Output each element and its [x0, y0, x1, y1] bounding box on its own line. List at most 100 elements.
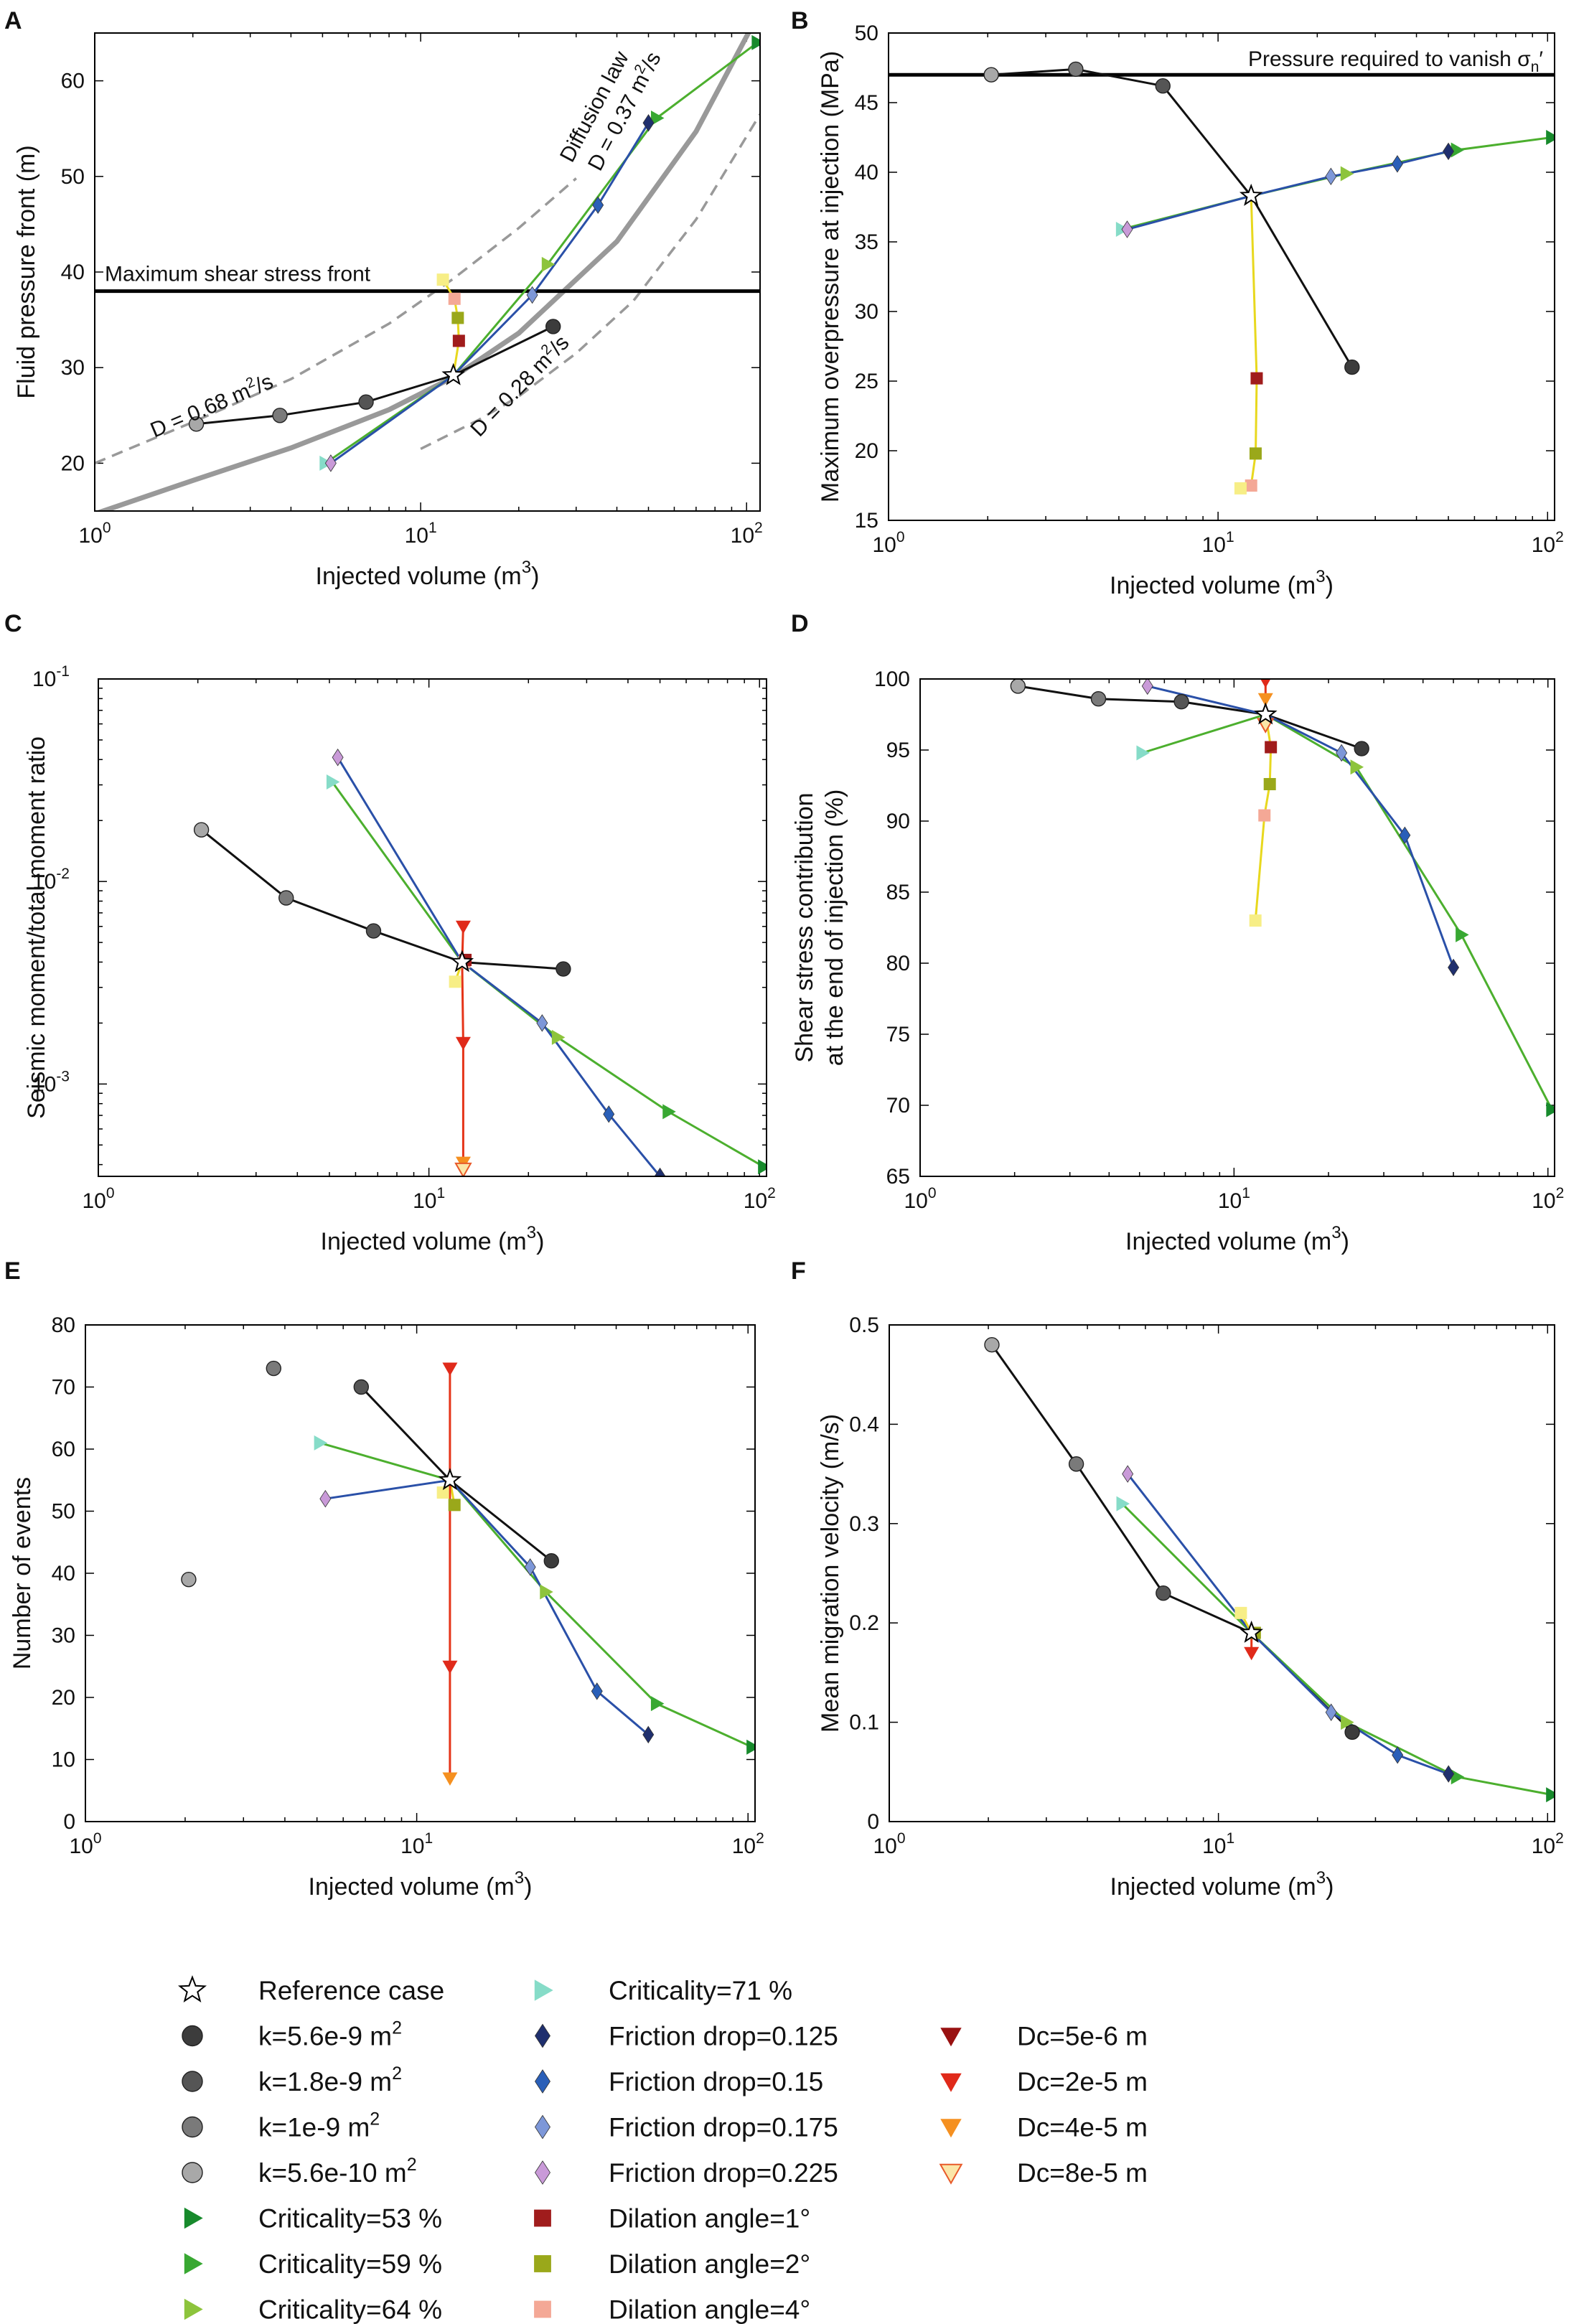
x-tick-exp: 0	[928, 1185, 937, 1201]
y-axis-label-line2: at the end of injection (%)	[821, 789, 848, 1067]
x-axis-label-text: Injected volume (m	[309, 1873, 515, 1901]
legend-label-text: Criticality=64 %	[258, 2295, 442, 2324]
y-tick-label: 0.2	[849, 1611, 879, 1635]
f0225-diamond-marker	[324, 454, 337, 472]
k3-circle-marker	[266, 1360, 281, 1377]
k2-circle-marker	[358, 394, 374, 410]
d8-square-marker	[1249, 914, 1262, 927]
vanish-pressure-text: Pressure required to vanish σ	[1248, 47, 1531, 71]
f0225-diamond-marker	[319, 1489, 332, 1508]
panel-letter: E	[4, 1257, 21, 1285]
legend-label-sup: 2	[392, 2063, 402, 2084]
legend-label-text: Friction drop=0.125	[609, 2022, 838, 2051]
axes-box	[919, 678, 1555, 1177]
legend-label-text: k=1e-9 m	[258, 2113, 370, 2142]
x-tick-label: 101	[1202, 529, 1234, 557]
legend-label-text: Friction drop=0.225	[609, 2158, 838, 2188]
legend-label-text: k=1.8e-9 m	[258, 2067, 392, 2096]
y-axis-label: Shear stress contribution	[791, 792, 818, 1062]
f0225-diamond-marker	[535, 2160, 550, 2185]
d2-square-marker	[1263, 778, 1276, 791]
x-tick-base: 10	[1202, 533, 1226, 557]
y-tick-label: 35	[855, 230, 878, 254]
legend-label: Reference case	[258, 1976, 444, 2005]
f015-diamond-marker	[535, 2069, 550, 2094]
legend-item-dc8: Dc=8e-5 m	[939, 2158, 1148, 2188]
c64-triright-marker	[541, 256, 556, 272]
panel-letter: F	[791, 1257, 806, 1285]
d2-square-marker	[534, 2255, 551, 2272]
d4-square-marker	[1258, 809, 1271, 822]
c59-triright-marker	[650, 1696, 665, 1712]
k4-circle-marker	[188, 416, 205, 432]
k3-circle-marker	[1068, 1456, 1084, 1472]
f0175-diamond-marker	[524, 1558, 536, 1576]
legend-item-c71: Criticality=71 %	[534, 1976, 792, 2005]
legend-label-sup: 2	[407, 2155, 417, 2175]
d1-square-marker	[1250, 372, 1263, 385]
legend-label: Dc=2e-5 m	[1017, 2067, 1148, 2096]
x-axis-label-text: Injected volume (m	[316, 563, 522, 590]
dc4-tridown-marker	[1257, 693, 1273, 707]
k1-circle-marker	[1344, 359, 1360, 375]
plot-area	[95, 33, 760, 511]
y-tick-label: 80	[52, 1313, 75, 1337]
legend-item-d1: Dilation angle=1°	[534, 2204, 810, 2234]
legend-item-d4: Dilation angle=4°	[534, 2295, 810, 2324]
ref-star-marker	[1239, 1620, 1263, 1643]
c59-triright-marker	[1451, 1769, 1465, 1785]
x-axis-label-text: Injected volume (m	[321, 1228, 527, 1255]
x-tick-label: 101	[1218, 1185, 1250, 1213]
series-line	[1127, 1473, 1449, 1776]
x-axis-label-close: )	[531, 563, 539, 590]
plot-area	[889, 61, 1555, 495]
legend-label: Friction drop=0.125	[609, 2022, 838, 2051]
legend-label: Friction drop=0.225	[609, 2158, 838, 2188]
x-tick-label: 100	[78, 520, 111, 548]
x-tick-base: 10	[872, 533, 896, 557]
legend-label: k=5.6e-9 m2	[258, 2018, 402, 2051]
f0225-diamond-marker	[1121, 220, 1133, 238]
x-axis-label-sup: 3	[1331, 1223, 1341, 1242]
y-tick-label: 40	[61, 261, 85, 284]
f0175-diamond-marker	[526, 286, 538, 304]
x-tick-base: 10	[82, 1189, 106, 1213]
legend-item-c59: Criticality=59 %	[184, 2249, 442, 2279]
c53-triright-marker	[184, 2207, 203, 2229]
legend-label: Criticality=71 %	[609, 1976, 792, 2005]
c71-triright-marker	[1116, 1496, 1130, 1512]
x-tick-exp: 2	[1555, 529, 1564, 545]
panel-letter: A	[4, 7, 22, 34]
dc2-tridown-marker	[455, 1036, 471, 1051]
c53-triright-marker	[758, 1159, 767, 1175]
legend-label-text: k=5.6e-9 m	[258, 2022, 392, 2051]
plot-area	[193, 749, 767, 1176]
panel-letter: B	[791, 7, 809, 34]
f0175-diamond-marker	[1336, 744, 1348, 762]
y-tick-label: 40	[52, 1562, 75, 1585]
x-tick-exp: 0	[93, 1830, 102, 1847]
x-axis-label-close: )	[1326, 1873, 1334, 1901]
c59-triright-marker	[1451, 142, 1465, 158]
k1-circle-marker	[556, 961, 571, 977]
y-tick-label: 0	[867, 1810, 879, 1834]
dc2-tridown-marker	[442, 1362, 458, 1377]
axes-box	[889, 1324, 1555, 1822]
x-tick-base: 10	[69, 1835, 93, 1858]
c64-triright-marker	[1350, 759, 1364, 775]
legend-label: Dc=4e-5 m	[1017, 2113, 1148, 2142]
x-tick-label: 101	[1202, 1830, 1234, 1858]
x-tick-base: 10	[413, 1189, 436, 1213]
f0175-diamond-marker	[536, 1014, 548, 1032]
x-axis-label-text: Injected volume (m	[1110, 572, 1316, 599]
x-axis-label-sup: 3	[527, 1223, 536, 1242]
c59-triright-marker	[662, 1104, 676, 1120]
f015-diamond-marker	[1399, 826, 1411, 845]
f0175-diamond-marker	[1325, 167, 1337, 186]
x-tick-label: 100	[904, 1185, 936, 1213]
y-tick-label: 0.5	[849, 1313, 879, 1337]
f0125-diamond-marker	[1443, 142, 1455, 161]
